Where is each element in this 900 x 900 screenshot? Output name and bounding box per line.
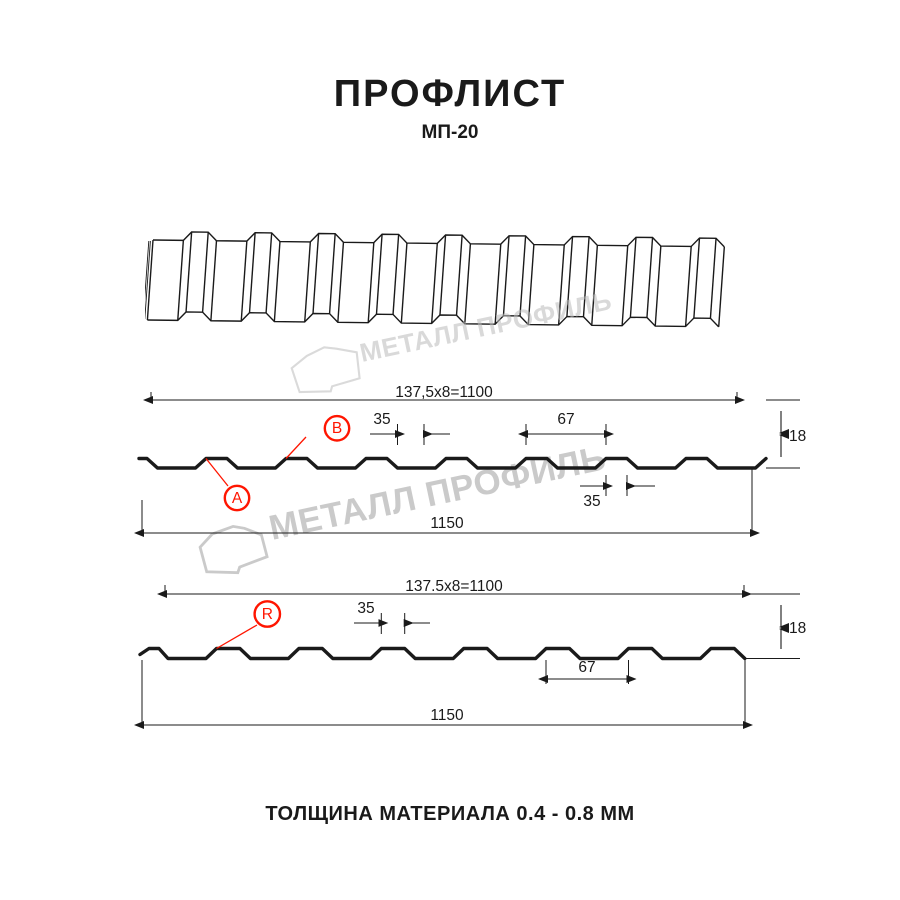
svg-text:1150: 1150	[430, 515, 464, 532]
svg-text:B: B	[332, 420, 342, 437]
svg-text:137,5x8=1100: 137,5x8=1100	[395, 384, 493, 401]
svg-text:18: 18	[789, 620, 806, 637]
svg-text:67: 67	[578, 659, 595, 676]
svg-text:35: 35	[373, 411, 390, 428]
svg-text:137.5x8=1100: 137.5x8=1100	[405, 578, 503, 595]
svg-text:67: 67	[557, 411, 574, 428]
svg-text:1150: 1150	[430, 707, 464, 724]
svg-text:A: A	[232, 490, 243, 507]
svg-text:R: R	[262, 606, 273, 623]
svg-text:35: 35	[357, 600, 374, 617]
svg-text:35: 35	[583, 493, 600, 510]
svg-text:18: 18	[789, 428, 806, 445]
